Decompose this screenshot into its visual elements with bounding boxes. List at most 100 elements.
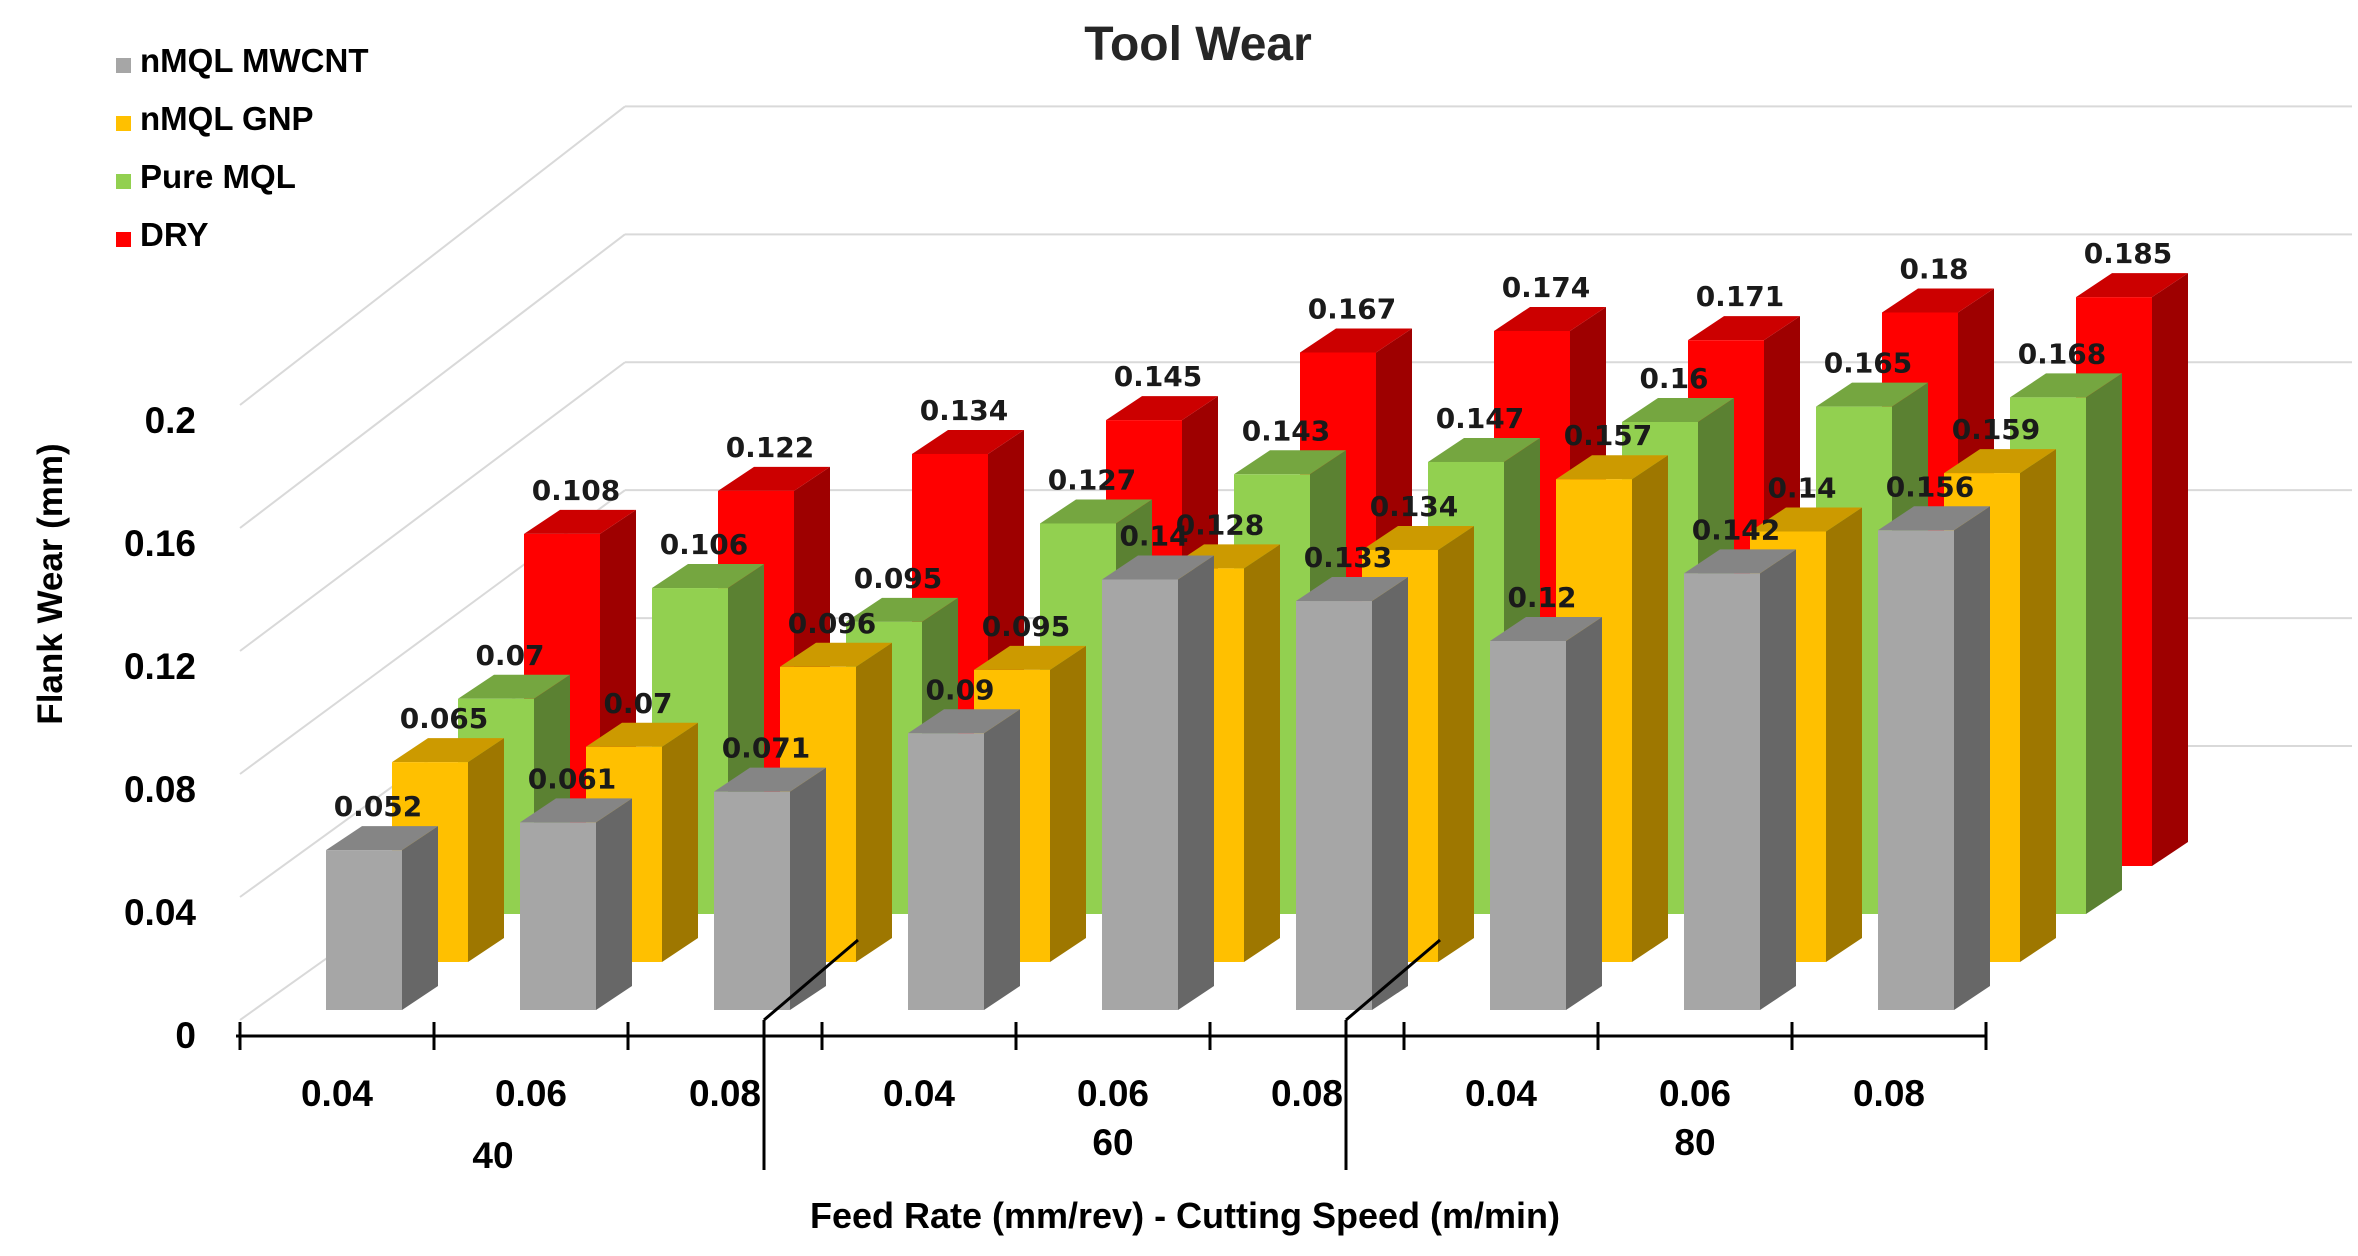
bar-pure-mql-side bbox=[2086, 373, 2122, 914]
data-label: 0.133 bbox=[1304, 541, 1393, 574]
data-label: 0.167 bbox=[1308, 292, 1397, 325]
x-tick-label: 0.06 bbox=[1077, 1073, 1149, 1114]
bar-nmql-mwcnt-top bbox=[326, 826, 438, 851]
data-labels: 0.108 0.122 0.134 0.145 0.167 0.174 0.171 0.18 0… bbox=[334, 237, 2173, 823]
bar-nmql-mwcnt-face bbox=[714, 791, 790, 1010]
bar-nmql-mwcnt bbox=[1102, 555, 1214, 1010]
bar-nmql-mwcnt-side bbox=[1760, 549, 1796, 1010]
data-label: 0.143 bbox=[1242, 414, 1331, 447]
data-label: 0.12 bbox=[1507, 581, 1576, 614]
y-tick-label: 0.04 bbox=[124, 892, 196, 933]
bar-nmql-mwcnt-face bbox=[520, 822, 596, 1010]
legend-entry: Pure MQL bbox=[140, 158, 296, 195]
bar-nmql-gnp-side bbox=[1632, 455, 1668, 962]
x-tick-label: 0.06 bbox=[1659, 1073, 1731, 1114]
x-axis-label: Feed Rate (mm/rev) - Cutting Speed (m/mi… bbox=[810, 1195, 1560, 1236]
data-label: 0.159 bbox=[1952, 413, 2041, 446]
data-label: 0.07 bbox=[475, 639, 544, 672]
bar-dry-top bbox=[1688, 316, 1800, 341]
bar-nmql-gnp-side bbox=[1244, 544, 1280, 962]
bar-nmql-mwcnt-side bbox=[790, 767, 826, 1010]
bar-nmql-gnp-side bbox=[662, 722, 698, 962]
x-tick-label: 0.06 bbox=[495, 1073, 567, 1114]
data-label: 0.145 bbox=[1114, 360, 1203, 393]
group-label: 60 bbox=[1092, 1122, 1133, 1163]
data-label: 0.174 bbox=[1502, 271, 1591, 304]
bar-nmql-gnp-top bbox=[392, 738, 504, 763]
data-label: 0.185 bbox=[2084, 237, 2173, 270]
bar-nmql-mwcnt-face bbox=[1102, 579, 1178, 1010]
bar-nmql-mwcnt-face bbox=[1296, 601, 1372, 1010]
bar-nmql-mwcnt-top bbox=[908, 709, 1020, 734]
y-axis-label: Flank Wear (mm) bbox=[31, 443, 70, 724]
bar-pure-mql-top bbox=[652, 564, 764, 589]
bar-nmql-mwcnt-face bbox=[1684, 573, 1760, 1010]
bar-pure-mql-top bbox=[2010, 373, 2122, 398]
bar-nmql-gnp-side bbox=[1438, 525, 1474, 962]
x-tick-label: 0.08 bbox=[1853, 1073, 1925, 1114]
bar-nmql-gnp-side bbox=[1050, 645, 1086, 962]
data-label: 0.095 bbox=[854, 562, 943, 595]
axes: 0 0.04 0.08 0.12 0.16 0.2 0.04 0.06 0.08 0.04 0.06… bbox=[124, 400, 1988, 1176]
bars bbox=[326, 273, 2188, 1010]
legend-swatch bbox=[116, 174, 131, 189]
y-tick-label: 0.2 bbox=[145, 400, 196, 441]
bar-nmql-gnp-top bbox=[586, 722, 698, 747]
data-label: 0.065 bbox=[400, 702, 489, 735]
bar-nmql-gnp-top bbox=[1944, 449, 2056, 474]
bar-nmql-mwcnt-face bbox=[1490, 641, 1566, 1010]
bar-pure-mql-top bbox=[1816, 382, 1928, 407]
bar-dry-top bbox=[1494, 306, 1606, 331]
bar-pure-mql-top bbox=[1040, 499, 1152, 524]
x-tick-label: 0.04 bbox=[883, 1073, 955, 1114]
bar-nmql-gnp-top bbox=[974, 645, 1086, 670]
legend: nMQL MWCNT nMQL GNP Pure MQL DRY bbox=[116, 42, 369, 253]
bar-nmql-gnp-top bbox=[1556, 455, 1668, 480]
bar-dry-top bbox=[718, 466, 830, 491]
bar-nmql-mwcnt-face bbox=[1878, 530, 1954, 1010]
bar-pure-mql-top bbox=[1234, 450, 1346, 475]
bar-nmql-mwcnt bbox=[520, 798, 632, 1010]
gridline-diagonal bbox=[239, 361, 626, 652]
x-tick-label: 0.08 bbox=[1271, 1073, 1343, 1114]
legend-swatch bbox=[116, 116, 131, 131]
bar-pure-mql-top bbox=[846, 597, 958, 622]
data-label: 0.142 bbox=[1692, 513, 1781, 546]
bar-nmql-mwcnt bbox=[1490, 617, 1602, 1010]
bar-dry-top bbox=[524, 509, 636, 534]
data-label: 0.157 bbox=[1564, 419, 1653, 452]
chart-title: Tool Wear bbox=[1084, 18, 1312, 71]
data-label: 0.147 bbox=[1436, 402, 1525, 435]
bar-dry-side bbox=[2152, 273, 2188, 866]
legend-entry: nMQL GNP bbox=[140, 100, 314, 137]
bar-pure-mql-top bbox=[458, 674, 570, 699]
group-label: 80 bbox=[1674, 1122, 1715, 1163]
bar-nmql-mwcnt-side bbox=[1566, 617, 1602, 1010]
gridline-diagonal bbox=[239, 233, 626, 529]
y-tick-label: 0.12 bbox=[124, 646, 196, 687]
bar-nmql-mwcnt-top bbox=[1684, 549, 1796, 574]
bar-nmql-gnp-top bbox=[1750, 507, 1862, 532]
bar-dry-top bbox=[1882, 288, 1994, 313]
bar-nmql-mwcnt-top bbox=[1296, 577, 1408, 602]
group-separator-diagonal bbox=[763, 938, 859, 1022]
bar-pure-mql-top bbox=[1622, 398, 1734, 422]
data-label: 0.18 bbox=[1899, 253, 1968, 286]
bar-nmql-mwcnt-face bbox=[908, 733, 984, 1010]
data-label: 0.14 bbox=[1119, 520, 1188, 553]
legend-entry: DRY bbox=[140, 216, 208, 253]
data-label: 0.052 bbox=[334, 790, 423, 823]
y-tick-label: 0.08 bbox=[124, 769, 196, 810]
bar-nmql-mwcnt-top bbox=[1490, 617, 1602, 641]
x-tick-label: 0.04 bbox=[1465, 1073, 1537, 1114]
data-label: 0.171 bbox=[1696, 280, 1785, 313]
bar-nmql-mwcnt bbox=[908, 709, 1020, 1010]
data-label: 0.108 bbox=[532, 474, 621, 507]
data-label: 0.134 bbox=[920, 394, 1009, 427]
bar-nmql-mwcnt bbox=[1878, 506, 1990, 1010]
y-tick-label: 0 bbox=[175, 1015, 196, 1056]
bar-nmql-mwcnt-top bbox=[520, 798, 632, 823]
data-label: 0.128 bbox=[1176, 508, 1265, 541]
data-label: 0.122 bbox=[726, 431, 815, 464]
